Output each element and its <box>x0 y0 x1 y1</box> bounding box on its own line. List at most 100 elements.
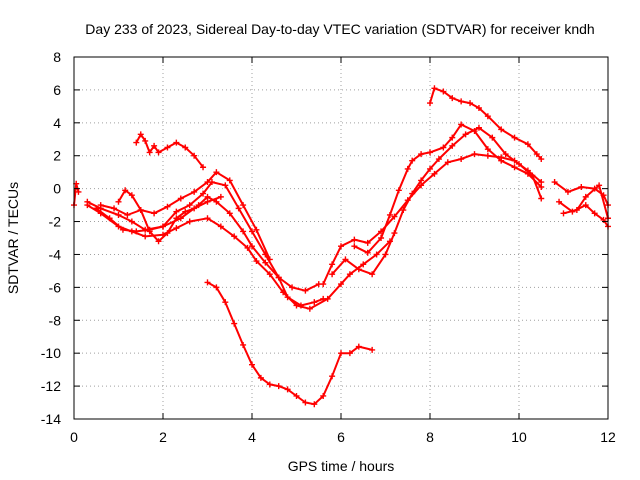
series-layer <box>71 85 611 408</box>
data-point <box>302 287 309 294</box>
data-point <box>164 230 171 237</box>
data-point <box>204 215 211 222</box>
data-point <box>578 183 585 190</box>
y-tick-label: 6 <box>53 82 61 98</box>
series-arc-10 <box>329 124 545 278</box>
data-point <box>409 190 416 197</box>
data-point <box>369 346 376 353</box>
data-point <box>355 343 362 350</box>
ticks <box>73 56 609 420</box>
data-point <box>449 142 456 149</box>
data-point <box>262 259 269 266</box>
series-arc-8 <box>204 279 376 408</box>
data-point <box>164 203 171 210</box>
data-point <box>204 279 211 286</box>
series-arc-14 <box>556 198 611 230</box>
data-point <box>524 141 531 148</box>
series-trace <box>206 281 374 406</box>
data-point <box>155 238 162 245</box>
data-point <box>502 151 509 158</box>
data-point <box>191 205 198 212</box>
data-point <box>435 156 442 163</box>
data-point <box>275 274 282 281</box>
data-point <box>329 373 336 380</box>
data-point <box>409 157 416 164</box>
data-point <box>226 177 233 184</box>
data-point <box>155 149 162 156</box>
data-point <box>253 226 260 233</box>
series-trace <box>553 181 609 207</box>
data-point <box>186 202 193 209</box>
data-point <box>186 218 193 225</box>
data-point <box>244 244 251 251</box>
data-point <box>484 152 491 159</box>
data-point <box>449 95 456 102</box>
data-point <box>400 207 407 214</box>
y-tick-label: -6 <box>49 279 62 295</box>
data-point <box>427 165 433 172</box>
data-point <box>115 211 122 218</box>
data-point <box>231 320 238 327</box>
data-point <box>458 121 465 128</box>
data-point <box>538 195 545 202</box>
data-point <box>173 225 180 232</box>
data-point <box>364 239 371 246</box>
data-point <box>458 98 465 105</box>
data-point <box>119 226 126 233</box>
data-point <box>373 251 380 258</box>
data-point <box>222 299 229 306</box>
y-tick-label: 0 <box>53 181 61 197</box>
data-point <box>395 187 402 194</box>
y-tick-label: 2 <box>53 148 61 164</box>
chart-title: Day 233 of 2023, Sidereal Day-to-day VTE… <box>85 21 594 37</box>
data-point <box>582 202 589 209</box>
data-point <box>351 243 358 250</box>
data-point <box>297 302 304 309</box>
data-point <box>444 159 451 166</box>
y-tick-label: 8 <box>53 49 61 65</box>
series-trace <box>135 133 205 169</box>
data-point <box>284 386 291 393</box>
data-point <box>142 233 149 240</box>
data-point <box>302 399 309 406</box>
data-point <box>516 160 522 167</box>
series-trace <box>117 189 222 243</box>
data-point <box>213 284 220 291</box>
x-tick-label: 4 <box>248 429 256 445</box>
data-point <box>386 211 393 218</box>
y-axis-title: SDTVAR / TECUs <box>5 182 21 294</box>
series-trace <box>353 123 543 254</box>
data-point <box>498 126 505 133</box>
x-tick-label: 0 <box>70 429 78 445</box>
data-point <box>475 105 482 112</box>
data-point <box>177 195 184 202</box>
data-point <box>320 281 327 288</box>
data-point <box>467 100 474 107</box>
data-point <box>484 113 491 120</box>
data-point <box>217 223 224 230</box>
series-arc-6 <box>115 187 224 245</box>
data-point <box>213 169 220 176</box>
data-point <box>173 208 180 215</box>
data-point <box>222 182 229 189</box>
data-point <box>249 228 255 235</box>
data-point <box>431 170 438 177</box>
data-point <box>226 210 233 217</box>
series-trace <box>558 200 609 228</box>
data-point <box>249 361 255 368</box>
data-point <box>320 295 327 302</box>
data-point <box>355 266 362 273</box>
data-point <box>418 177 425 184</box>
data-point <box>164 144 171 151</box>
data-point <box>338 243 344 250</box>
data-point <box>253 258 260 265</box>
data-point <box>329 271 336 278</box>
data-point <box>122 187 129 194</box>
data-point <box>111 205 118 212</box>
y-tick-label: -14 <box>41 411 61 427</box>
data-point <box>204 179 211 186</box>
data-point <box>449 134 456 141</box>
data-point <box>173 139 180 146</box>
series-trace <box>86 204 391 310</box>
